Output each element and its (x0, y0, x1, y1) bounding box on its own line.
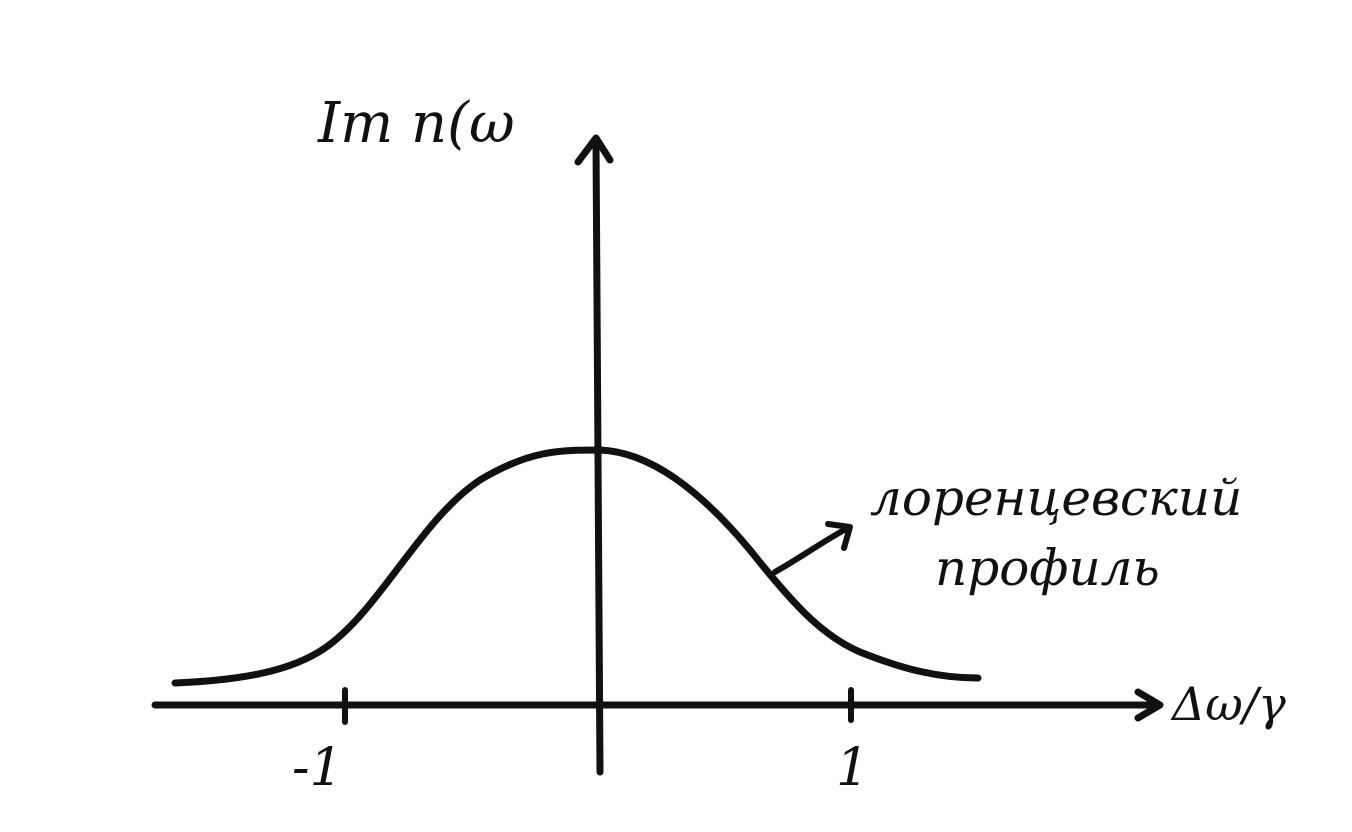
curve-label-line2: профиль (935, 539, 1160, 597)
curve-label-line1: лоренцевский (870, 469, 1242, 527)
x-axis-arrowhead (1134, 688, 1164, 722)
y-axis-arrowhead (574, 134, 614, 166)
tick-label-minus-one: -1 (292, 738, 343, 798)
tick-label-plus-one: 1 (836, 738, 869, 798)
y-axis (592, 138, 604, 776)
x-axis-label: Δω/γ (1170, 677, 1286, 731)
lorentz-curve (171, 446, 982, 687)
label-pointer-arrowhead (825, 521, 853, 551)
label-pointer-arrow (772, 525, 851, 575)
y-axis-label: Im n(ω (317, 91, 515, 156)
